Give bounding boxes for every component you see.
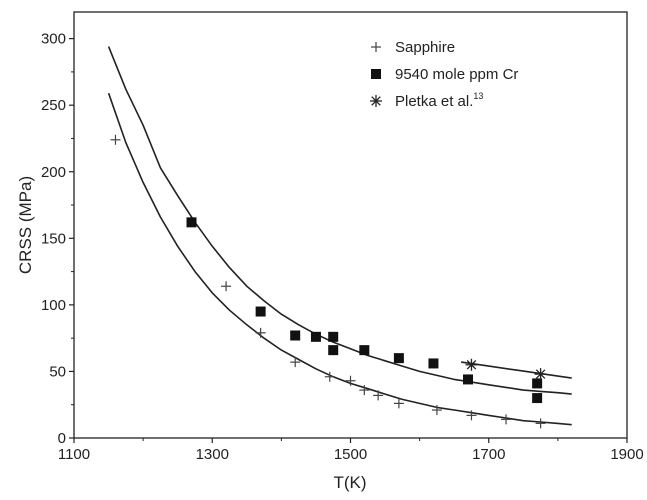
x-axis-label: T(K) bbox=[333, 473, 366, 492]
y-tick-label: 250 bbox=[41, 97, 66, 114]
data-point-square bbox=[328, 331, 339, 342]
data-point-square bbox=[186, 217, 197, 228]
x-tick-label: 1700 bbox=[472, 446, 505, 463]
fit-curve-line bbox=[107, 46, 572, 395]
data-point-plus bbox=[221, 281, 232, 292]
y-axis-label: CRSS (MPa) bbox=[16, 176, 35, 274]
data-point-plus bbox=[345, 375, 356, 386]
fit-curve-line bbox=[460, 361, 572, 379]
data-point-square bbox=[310, 331, 321, 342]
data-point-plus bbox=[290, 357, 301, 368]
data-point-square bbox=[532, 378, 543, 389]
data-point-square bbox=[428, 358, 439, 369]
y-tick-label: 50 bbox=[49, 363, 66, 380]
data-point-plus bbox=[373, 390, 384, 401]
legend-label-sapphire: Sapphire bbox=[395, 39, 455, 56]
legend: Sapphire 9540 mole ppm Cr Pletka et al.1… bbox=[370, 39, 518, 110]
data-point-plus bbox=[255, 327, 266, 338]
data-point-asterisk bbox=[465, 358, 478, 371]
legend-symbol-asterisk bbox=[370, 95, 382, 107]
x-tick-label: 1900 bbox=[610, 446, 643, 463]
x-tick-label: 1500 bbox=[334, 446, 367, 463]
data-point-square bbox=[255, 306, 266, 317]
fit-curves bbox=[107, 46, 572, 426]
y-tick-label: 200 bbox=[41, 164, 66, 181]
legend-item-cr: 9540 mole ppm Cr bbox=[371, 66, 518, 83]
legend-marker-plus bbox=[371, 42, 381, 52]
legend-item-sapphire: Sapphire bbox=[371, 39, 455, 56]
data-point-plus bbox=[466, 410, 477, 421]
data-point-square bbox=[463, 374, 474, 385]
data-point-plus bbox=[501, 414, 512, 425]
axis-ticks bbox=[69, 38, 628, 443]
data-point-plus bbox=[535, 418, 546, 429]
data-markers bbox=[110, 134, 547, 429]
legend-symbol-plus bbox=[371, 42, 381, 52]
axis-tick-labels: 1100 1300 1500 1700 1900 0 50 100 150 200 250 300 bbox=[41, 31, 644, 463]
fit-curve-line bbox=[107, 92, 572, 426]
legend-marker-asterisk bbox=[370, 95, 382, 107]
x-tick-label: 1100 bbox=[58, 446, 90, 463]
data-point-plus bbox=[393, 398, 404, 409]
legend-label-pletka-text: Pletka et al. bbox=[395, 93, 473, 110]
legend-label-pletka: Pletka et al.13 bbox=[395, 91, 483, 110]
data-point-plus bbox=[324, 371, 335, 382]
legend-item-pletka: Pletka et al.13 bbox=[370, 91, 483, 110]
data-point-square bbox=[359, 345, 370, 356]
data-point-plus bbox=[110, 134, 121, 145]
data-point-plus bbox=[431, 405, 442, 416]
legend-label-cr: 9540 mole ppm Cr bbox=[395, 66, 518, 83]
legend-symbol-square bbox=[371, 69, 381, 79]
data-point-asterisk bbox=[534, 368, 547, 381]
data-point-square bbox=[393, 353, 404, 364]
data-point-square bbox=[290, 330, 301, 341]
data-point-square bbox=[532, 393, 543, 404]
y-tick-label: 100 bbox=[41, 297, 66, 314]
legend-label-pletka-superscript: 13 bbox=[473, 91, 483, 101]
y-tick-label: 150 bbox=[41, 230, 66, 247]
data-point-square bbox=[328, 345, 339, 356]
y-tick-label: 0 bbox=[58, 430, 66, 447]
data-point-plus bbox=[359, 385, 370, 396]
x-tick-label: 1300 bbox=[196, 446, 229, 463]
y-tick-label: 300 bbox=[41, 31, 66, 48]
legend-marker-square bbox=[371, 69, 381, 79]
